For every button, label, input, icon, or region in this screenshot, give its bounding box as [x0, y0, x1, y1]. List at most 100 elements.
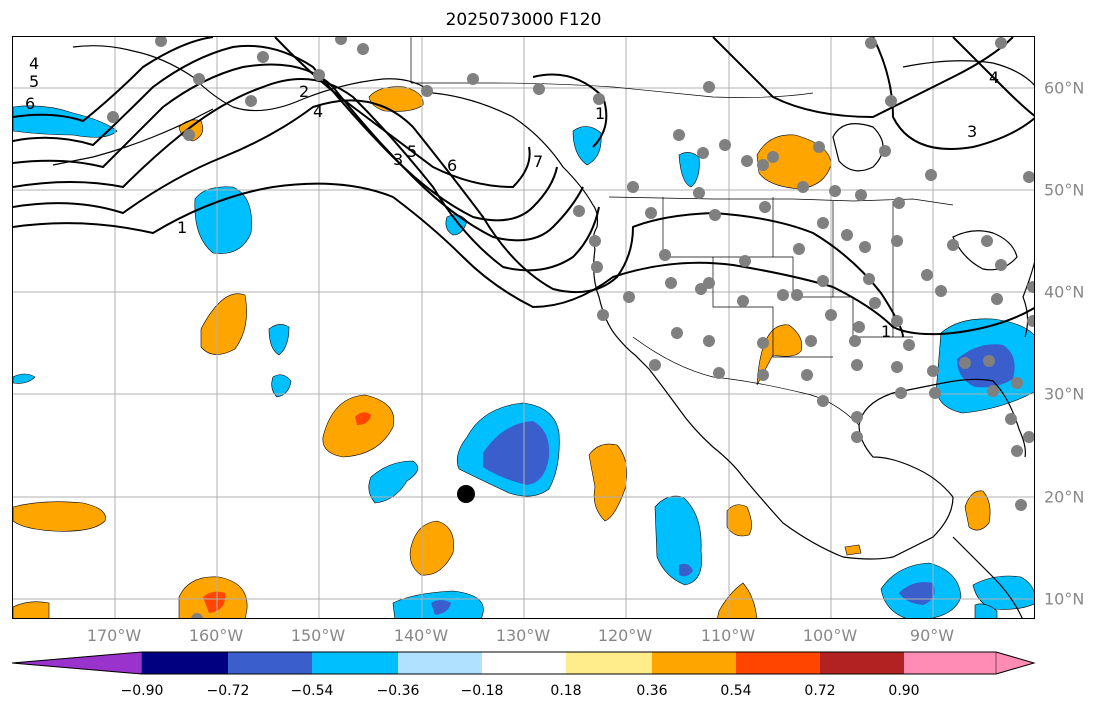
gulf-coast	[858, 382, 954, 498]
colorbar-segment	[995, 651, 1035, 675]
lon-label: 170°W	[86, 626, 142, 645]
contour-3	[13, 78, 600, 272]
lat-label: 50°N	[1044, 180, 1085, 200]
colorbar-tick-label: 0.36	[636, 683, 668, 699]
central-america	[952, 536, 1023, 618]
anomaly-blob	[13, 501, 106, 532]
florida	[942, 378, 1026, 458]
anomaly-blob	[409, 520, 454, 576]
colorbar-segment	[312, 652, 398, 674]
baja-coast	[648, 368, 744, 478]
contour-7	[274, 37, 531, 189]
colorbar-segment	[398, 652, 482, 674]
colorbar-segment	[566, 652, 652, 674]
storm-center-marker	[457, 485, 475, 503]
anomaly-blob	[726, 504, 752, 537]
colorbar-tick-label: 0.18	[550, 683, 582, 699]
colorbar-segment	[228, 652, 312, 674]
contour-label: 3	[967, 122, 977, 141]
contour-label: 6	[447, 156, 457, 175]
lon-label: 160°W	[188, 626, 244, 645]
political-borders	[410, 37, 954, 426]
colorbar-segment	[652, 652, 736, 674]
contour-label: 4	[313, 102, 323, 121]
contour-label: 1	[881, 322, 891, 341]
colorbar	[12, 651, 1036, 675]
anomaly-blob	[13, 105, 118, 138]
us-west-coast	[593, 248, 650, 370]
contour-ne-2	[872, 37, 1034, 150]
contour-4	[13, 63, 584, 242]
alaska-coast	[72, 45, 594, 206]
contour-6	[13, 37, 214, 123]
anomaly-blob	[368, 86, 424, 112]
anomaly-blob	[200, 293, 247, 355]
colorbar-tick-label: −0.90	[120, 683, 164, 699]
contour-label: 1	[595, 104, 605, 123]
mexico-coast	[742, 476, 954, 560]
contour-1	[13, 182, 1034, 336]
lat-label: 40°N	[1044, 282, 1085, 302]
contour-label: 2	[299, 82, 309, 101]
anomaly-blob	[271, 374, 292, 398]
east-coast	[1022, 262, 1034, 338]
anomaly-blob	[322, 394, 395, 458]
map-title: 2025073000 F120	[445, 10, 602, 30]
colorbar-tick-label: −0.54	[290, 683, 334, 699]
lat-label: 20°N	[1044, 487, 1085, 507]
colorbar-segment	[736, 652, 820, 674]
contour-ne-1	[712, 37, 1014, 119]
contour-label: 5	[29, 72, 39, 91]
contour-5	[13, 44, 558, 222]
colorbar-outline	[12, 651, 1036, 675]
lon-label: 100°W	[802, 626, 858, 645]
strong-positive-shading	[203, 412, 371, 613]
colorbar-tick-label: −0.72	[206, 683, 250, 699]
colorbar-segment	[482, 652, 566, 674]
great-lakes	[952, 230, 1018, 271]
lon-label: 120°W	[597, 626, 653, 645]
station-markers	[107, 37, 1034, 618]
contour-label: 1	[177, 218, 187, 237]
colorbar-tick-label: 0.90	[888, 683, 920, 699]
colorbar-segment	[904, 652, 996, 674]
contour-label: 3	[393, 150, 403, 169]
colorbar-tick-label: 0.72	[804, 683, 836, 699]
anomaly-blob	[13, 373, 36, 384]
contour-label: 4	[989, 68, 999, 87]
anomaly-blob	[368, 460, 419, 504]
contour-label: 5	[407, 142, 417, 161]
lat-label: 10°N	[1044, 589, 1085, 609]
canada-arctic	[902, 60, 1034, 86]
lon-label: 90°W	[909, 626, 955, 645]
anomaly-blob	[974, 603, 998, 618]
contour-label: 7	[533, 152, 543, 171]
lon-label: 110°W	[700, 626, 756, 645]
anomaly-blob	[717, 582, 758, 618]
colorbar-segment	[820, 652, 904, 674]
anomaly-blob	[844, 544, 862, 556]
hudson-bay	[832, 123, 884, 172]
lon-label: 140°W	[393, 626, 449, 645]
colorbar-segment	[142, 652, 228, 674]
anomaly-blob	[588, 443, 628, 522]
anomaly-blob	[654, 495, 702, 586]
anomaly-blob	[678, 152, 700, 188]
contour-label: 6	[25, 94, 35, 113]
anomaly-blob	[194, 186, 252, 254]
map-canvas: 4 5 6 1 2 3 4 5 6 7 1 4 3 1	[13, 37, 1034, 618]
lon-label: 150°W	[290, 626, 346, 645]
aleutian-chain	[52, 108, 214, 166]
colorbar-tick-label: −0.18	[460, 683, 504, 699]
anomaly-blob	[268, 324, 290, 356]
colorbar-tick-label: −0.36	[376, 683, 420, 699]
contour-label: 4	[29, 54, 39, 73]
anomaly-blob	[572, 126, 602, 166]
graticule	[13, 37, 1034, 618]
anomaly-blob	[13, 601, 50, 618]
anomaly-blob	[964, 490, 991, 531]
contour-ne-3	[952, 37, 1034, 117]
lat-label: 60°N	[1044, 78, 1085, 98]
contour-label-group: 4 5 6 1 2 3 4 5 6 7 1 4 3 1	[25, 54, 999, 341]
positive-anomaly-shading	[13, 86, 991, 618]
